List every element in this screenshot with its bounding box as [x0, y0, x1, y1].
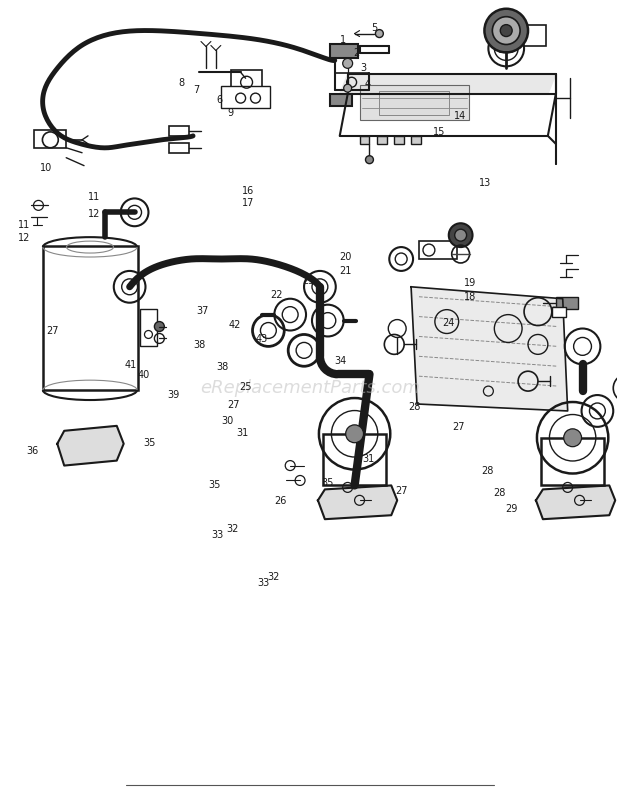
Text: 13: 13	[479, 178, 491, 188]
Circle shape	[346, 425, 363, 442]
Circle shape	[492, 17, 520, 44]
Text: 31: 31	[236, 429, 249, 438]
Text: 39: 39	[167, 390, 180, 400]
Bar	[378, 136, 388, 143]
Text: 16: 16	[242, 186, 255, 196]
Text: 20: 20	[340, 251, 352, 261]
Text: 25: 25	[239, 382, 252, 392]
Text: 27: 27	[46, 326, 58, 336]
Text: 31: 31	[362, 454, 374, 464]
Text: 9: 9	[227, 108, 233, 118]
Bar	[323, 434, 386, 485]
Polygon shape	[318, 485, 397, 519]
Text: 11: 11	[87, 193, 100, 202]
Bar	[411, 136, 421, 143]
Text: 28: 28	[493, 488, 505, 497]
Bar	[140, 309, 157, 347]
Bar	[221, 86, 270, 108]
Text: 27: 27	[453, 422, 465, 432]
Bar	[330, 94, 352, 106]
Circle shape	[484, 9, 528, 52]
Text: 27: 27	[395, 486, 407, 496]
Bar	[360, 136, 370, 143]
Text: 43: 43	[256, 334, 268, 344]
Text: 21: 21	[340, 266, 352, 276]
Text: 40: 40	[138, 370, 150, 380]
Circle shape	[154, 322, 164, 331]
Bar	[556, 297, 578, 309]
Circle shape	[366, 156, 373, 164]
Text: 32: 32	[267, 571, 280, 582]
Text: 42: 42	[229, 319, 241, 330]
Bar	[169, 143, 189, 152]
Bar	[394, 136, 404, 143]
Text: 15: 15	[433, 127, 445, 138]
Text: 1: 1	[340, 35, 345, 45]
Text: 28: 28	[409, 402, 421, 412]
Text: 28: 28	[481, 466, 493, 476]
Text: 12: 12	[87, 209, 100, 219]
Bar	[360, 85, 469, 120]
Bar	[552, 306, 565, 317]
Circle shape	[343, 84, 352, 92]
Text: eReplacementParts.com: eReplacementParts.com	[200, 379, 420, 397]
Text: 8: 8	[178, 78, 184, 88]
Circle shape	[489, 31, 524, 66]
Text: 34: 34	[335, 356, 347, 367]
Text: 2: 2	[353, 48, 359, 58]
Text: 22: 22	[270, 290, 283, 300]
Text: 3: 3	[360, 64, 366, 73]
Text: 29: 29	[505, 504, 518, 513]
Text: 30: 30	[221, 417, 233, 426]
Text: 10: 10	[40, 164, 52, 173]
Circle shape	[343, 58, 353, 69]
Text: 27: 27	[227, 400, 239, 409]
Text: 41: 41	[125, 359, 136, 370]
Text: 7: 7	[193, 85, 200, 95]
Text: 12: 12	[18, 233, 30, 243]
Text: 35: 35	[143, 438, 155, 448]
Bar	[518, 25, 546, 47]
Bar	[330, 44, 358, 58]
Polygon shape	[57, 426, 123, 466]
Text: 35: 35	[321, 478, 334, 488]
Circle shape	[375, 30, 383, 38]
Circle shape	[449, 223, 472, 247]
Text: 38: 38	[193, 340, 205, 351]
Circle shape	[454, 229, 467, 241]
Text: 24: 24	[442, 318, 454, 328]
Text: 23: 23	[303, 276, 315, 286]
Text: 26: 26	[275, 496, 286, 505]
Text: 11: 11	[18, 220, 30, 231]
Text: 32: 32	[226, 524, 238, 534]
Text: 19: 19	[464, 278, 476, 288]
Text: 36: 36	[26, 446, 38, 456]
Text: 4: 4	[364, 80, 370, 89]
Polygon shape	[411, 287, 568, 411]
Text: 17: 17	[242, 198, 255, 208]
Text: 33: 33	[258, 578, 270, 588]
Circle shape	[564, 429, 582, 447]
Text: 33: 33	[211, 530, 224, 540]
Text: 6: 6	[216, 95, 223, 106]
Text: 5: 5	[371, 23, 378, 33]
Bar	[419, 241, 457, 259]
Polygon shape	[340, 74, 556, 94]
Circle shape	[500, 25, 512, 36]
Text: 18: 18	[464, 292, 476, 301]
Text: 14: 14	[454, 111, 467, 122]
Bar	[231, 70, 262, 94]
Bar	[43, 246, 138, 390]
Text: 35: 35	[208, 480, 221, 490]
Text: 38: 38	[216, 362, 229, 372]
Bar	[541, 438, 604, 485]
Text: 37: 37	[197, 306, 209, 316]
Bar	[35, 130, 66, 147]
Polygon shape	[536, 485, 615, 519]
Bar	[169, 126, 189, 136]
Bar	[379, 91, 449, 115]
